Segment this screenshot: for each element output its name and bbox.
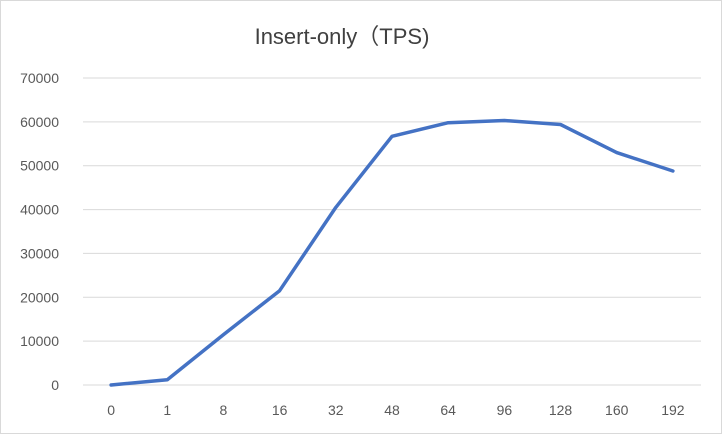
x-tick-label: 64 (440, 402, 456, 418)
x-tick-label: 48 (384, 402, 400, 418)
x-tick-label: 1 (163, 402, 171, 418)
y-tick-label: 0 (51, 377, 59, 393)
data-point (166, 379, 168, 381)
data-point (447, 122, 449, 124)
data-point (391, 135, 393, 137)
x-tick-label: 192 (661, 402, 685, 418)
y-tick-label: 10000 (20, 333, 59, 349)
y-tick-label: 50000 (20, 158, 59, 174)
y-tick-label: 20000 (20, 289, 59, 305)
series-layer (109, 118, 675, 387)
data-point (110, 384, 112, 386)
y-axis-tick-labels: 0 10000 20000 30000 40000 50000 60000 70000 (20, 70, 59, 393)
chart-title: Insert-only（TPS) (255, 24, 430, 49)
data-point (672, 170, 674, 172)
data-point (222, 334, 224, 336)
y-tick-label: 70000 (20, 70, 59, 86)
y-tick-label: 40000 (20, 202, 59, 218)
x-tick-label: 16 (272, 402, 288, 418)
x-tick-label: 128 (549, 402, 573, 418)
data-point (335, 206, 337, 208)
x-tick-label: 0 (107, 402, 115, 418)
x-tick-label: 160 (605, 402, 629, 418)
x-axis-tick-labels: 0 1 8 16 32 48 64 96 128 160 192 (107, 402, 685, 418)
data-point (279, 290, 281, 292)
y-tick-label: 60000 (20, 114, 59, 130)
series-line (109, 118, 675, 387)
x-tick-label: 8 (220, 402, 228, 418)
y-tick-label: 30000 (20, 245, 59, 261)
data-point (616, 152, 618, 154)
x-tick-label: 32 (328, 402, 344, 418)
data-point (560, 123, 562, 125)
data-point (503, 120, 505, 122)
gridlines (83, 77, 701, 342)
x-tick-label: 96 (497, 402, 513, 418)
